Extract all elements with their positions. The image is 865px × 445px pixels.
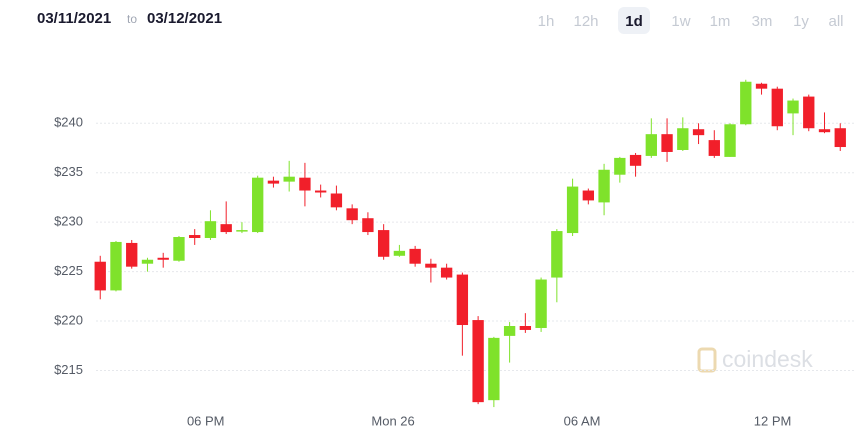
y-tick-label: $220 — [54, 312, 83, 327]
candle-body — [393, 250, 406, 256]
watermark: coindesk — [722, 346, 813, 372]
candle-body — [409, 248, 421, 264]
candle-body — [126, 242, 138, 267]
candle-body — [362, 218, 374, 233]
candle-body — [267, 180, 280, 184]
candle-body — [94, 261, 106, 291]
candle-body — [535, 279, 547, 328]
candle-body — [818, 129, 831, 133]
candle-body — [189, 235, 201, 238]
candle-body — [614, 157, 626, 175]
candle-body — [157, 257, 169, 260]
candle-body — [708, 140, 720, 156]
candle-body — [173, 237, 185, 261]
candle-body — [740, 81, 752, 125]
candle-body — [787, 100, 799, 114]
candle-body — [377, 230, 390, 257]
range-selected-bg — [618, 7, 650, 34]
x-tick-label: Mon 26 — [371, 413, 414, 428]
candle-body — [582, 190, 595, 201]
candle-body — [488, 337, 500, 401]
candle-body — [834, 128, 846, 148]
x-tick-label: 06 AM — [564, 413, 601, 428]
y-tick-label: $215 — [54, 362, 83, 377]
candle-body — [299, 177, 311, 191]
candle-body — [252, 177, 264, 233]
candle-body — [110, 241, 122, 291]
candle-body — [803, 96, 815, 129]
candle-body — [661, 134, 673, 152]
candle-body — [472, 320, 484, 403]
candle-body — [598, 169, 610, 203]
candle-body — [629, 154, 642, 166]
candle-body — [330, 193, 343, 208]
candle-body — [204, 221, 217, 238]
y-tick-label: $230 — [54, 214, 83, 229]
candle-body — [440, 267, 453, 278]
x-tick-label: 06 PM — [187, 413, 225, 428]
date-to[interactable]: 03/12/2021 — [147, 10, 222, 27]
range-button[interactable]: 12h — [573, 13, 598, 30]
candle-body — [220, 224, 232, 233]
y-tick-label: $240 — [54, 115, 83, 130]
date-separator: to — [127, 12, 137, 26]
candle-body — [566, 186, 579, 234]
y-tick-label: $235 — [54, 164, 83, 179]
candle-body — [724, 124, 736, 157]
candle-body — [677, 128, 689, 150]
range-button[interactable]: 3m — [752, 13, 773, 30]
range-button[interactable]: 1d — [625, 13, 643, 30]
y-tick-label: $225 — [54, 263, 83, 278]
x-tick-label: 12 PM — [754, 413, 792, 428]
candle-body — [283, 176, 295, 182]
candle-body — [645, 134, 657, 156]
candle-body — [503, 326, 516, 336]
watermark-icon — [697, 347, 717, 373]
candle-body — [692, 129, 705, 136]
range-button[interactable]: all — [828, 13, 843, 30]
candle-body — [236, 230, 248, 232]
candle-body — [551, 231, 563, 278]
candle-body — [519, 326, 532, 330]
candle-body — [771, 88, 783, 127]
range-button[interactable]: 1h — [538, 13, 555, 30]
candle-body — [314, 190, 327, 193]
range-button[interactable]: 1m — [710, 13, 731, 30]
date-from[interactable]: 03/11/2021 — [37, 10, 111, 27]
range-button[interactable]: 1w — [671, 13, 690, 30]
candle-body — [755, 83, 768, 89]
candle-body — [456, 274, 469, 326]
range-button[interactable]: 1y — [793, 13, 809, 30]
candle-body — [141, 259, 154, 264]
candle-body — [346, 208, 358, 221]
candle-body — [425, 263, 437, 268]
